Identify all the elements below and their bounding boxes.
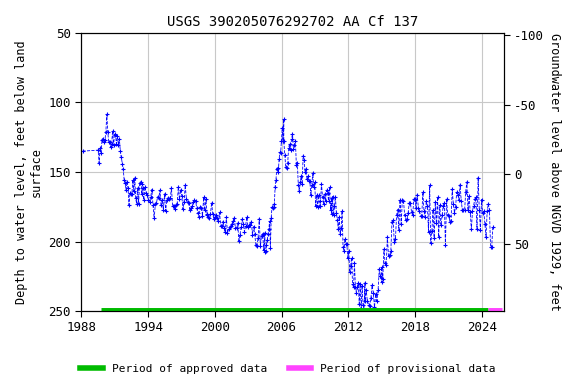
Y-axis label: Groundwater level above NGVD 1929, feet: Groundwater level above NGVD 1929, feet (548, 33, 561, 311)
Title: USGS 390205076292702 AA Cf 137: USGS 390205076292702 AA Cf 137 (167, 15, 418, 29)
Y-axis label: Depth to water level, feet below land
surface: Depth to water level, feet below land su… (15, 40, 43, 304)
Legend: Period of approved data, Period of provisional data: Period of approved data, Period of provi… (76, 359, 500, 379)
